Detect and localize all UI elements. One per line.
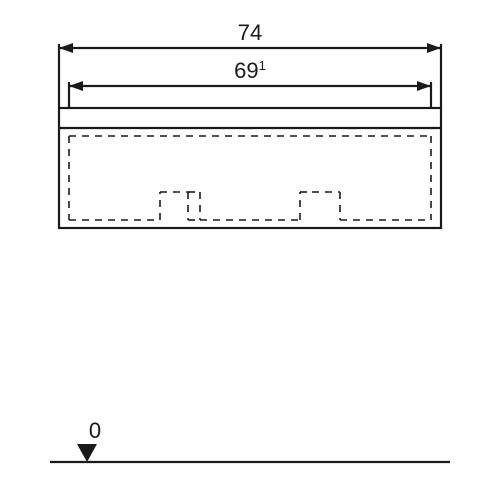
technical-drawing: 74 691 0 <box>0 0 500 500</box>
datum-label: 0 <box>89 418 101 443</box>
datum-triangle-icon <box>77 444 97 462</box>
cabinet-outline <box>59 108 441 228</box>
dimension-value: 691 <box>234 58 266 83</box>
dimension-value: 74 <box>238 20 262 45</box>
